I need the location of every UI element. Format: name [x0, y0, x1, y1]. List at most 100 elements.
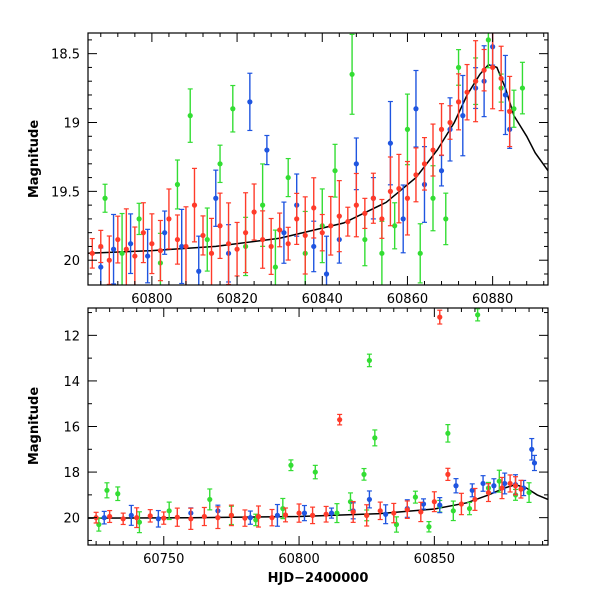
top-red-point: [234, 221, 240, 277]
top-green-point: [230, 84, 236, 133]
top-green-point: [102, 183, 108, 213]
bottom-green-point: [475, 308, 481, 322]
top-green-point: [272, 229, 279, 285]
bottom-panel-frame: [87, 307, 549, 546]
top-red-point: [396, 153, 402, 224]
top-red-point: [89, 237, 95, 269]
top-red-point: [140, 202, 146, 264]
bottom-blue-point: [469, 483, 475, 498]
bottom-model-curve: [88, 483, 548, 519]
top-red-point: [302, 196, 308, 275]
top-red-point: [106, 235, 112, 285]
top-red-point: [311, 177, 317, 239]
bottom-red-point: [472, 487, 478, 511]
top-blue-point: [438, 154, 445, 187]
bottom-red-point: [323, 505, 329, 523]
top-red-point: [507, 75, 513, 148]
bottom-green-point: [466, 501, 473, 516]
top-blue-point: [460, 74, 466, 157]
bottom-red-point: [485, 483, 492, 503]
top-red-point: [174, 214, 181, 265]
bottom-red-point: [282, 507, 289, 523]
bottom-red-point: [431, 491, 437, 513]
top-red-point: [242, 192, 249, 274]
top-green-point: [511, 89, 517, 128]
top-green-point: [485, 33, 491, 69]
top-model-curve: [88, 63, 548, 255]
top-green-point: [519, 61, 526, 115]
top-red-point: [430, 123, 436, 177]
bottom-red-point: [296, 503, 302, 523]
bottom-red-point: [174, 507, 180, 527]
bottom-blue-point: [155, 509, 161, 528]
top-xtick-label: 60800: [131, 292, 172, 307]
bottom-blue-point: [529, 437, 535, 461]
bottom-red-point: [377, 501, 383, 521]
bottom-blue-point: [247, 510, 253, 525]
bottom-blue-point: [480, 475, 486, 492]
bottom-red-point: [512, 476, 519, 496]
bottom-red-point: [242, 509, 248, 527]
top-red-point: [345, 206, 351, 237]
top-red-point: [123, 208, 129, 285]
bottom-red-point: [404, 500, 410, 520]
top-green-point: [404, 93, 411, 166]
top-panel: 60800 60820 60840 60860 60880 18.5 19 19.5 20 Ma…: [27, 32, 549, 307]
bottom-blue-point: [453, 478, 459, 494]
top-green-point: [119, 212, 125, 285]
bottom-xtick-label: 60750: [143, 552, 184, 567]
top-green-point: [285, 157, 291, 198]
bottom-red-point: [255, 505, 262, 528]
top-red-point: [191, 167, 198, 243]
bottom-green-point: [412, 490, 419, 504]
bottom-green-point: [526, 482, 532, 503]
top-red-point: [149, 213, 155, 275]
top-green-point: [392, 202, 398, 250]
top-red-point: [115, 215, 121, 264]
top-red-point: [251, 183, 257, 241]
bottom-blue-point: [328, 507, 335, 519]
bottom-ytick-label: 20: [63, 512, 80, 527]
top-red-point: [132, 226, 138, 285]
bottom-green-point: [280, 497, 286, 520]
bottom-red-point: [134, 507, 140, 529]
bottom-green-point: [166, 501, 172, 521]
top-blue-point: [162, 210, 168, 255]
top-ytick-label: 19: [63, 117, 80, 132]
top-red-point: [166, 188, 172, 250]
bottom-red-point: [188, 507, 194, 530]
bottom-red-point: [337, 413, 343, 426]
bottom-green-point: [496, 469, 502, 493]
bottom-blue-point: [101, 510, 107, 525]
top-red-point: [200, 215, 206, 256]
top-red-point: [285, 226, 291, 261]
top-ytick-label: 19.5: [51, 185, 80, 200]
top-red-point: [328, 195, 334, 256]
top-red-point: [268, 217, 274, 275]
top-red-point: [225, 202, 232, 285]
top-red-point: [447, 105, 453, 140]
top-blue-point: [110, 213, 117, 285]
top-green-point: [174, 159, 181, 210]
top-red-point: [336, 180, 342, 253]
top-xtick-label: 60840: [302, 292, 343, 307]
bottom-blue-point: [502, 472, 508, 495]
bottom-red-point: [120, 512, 126, 526]
bottom-red-point: [161, 511, 167, 525]
top-green-point: [443, 192, 449, 246]
top-red-point: [319, 213, 325, 252]
top-blue-point: [145, 228, 151, 284]
bottom-red-point: [107, 509, 113, 524]
top-red-point: [413, 147, 419, 203]
bottom-green-point: [445, 424, 451, 443]
bottom-green-point: [136, 511, 143, 534]
top-red-point: [455, 73, 462, 131]
top-red-point: [379, 198, 385, 239]
top-blue-point: [413, 69, 419, 148]
top-xtick-label: 60820: [216, 292, 257, 307]
bottom-red-point: [458, 492, 465, 516]
bottom-green-point: [393, 516, 400, 533]
bottom-red-point: [364, 504, 370, 527]
bottom-green-point: [104, 482, 110, 499]
bottom-green-point: [334, 503, 340, 524]
